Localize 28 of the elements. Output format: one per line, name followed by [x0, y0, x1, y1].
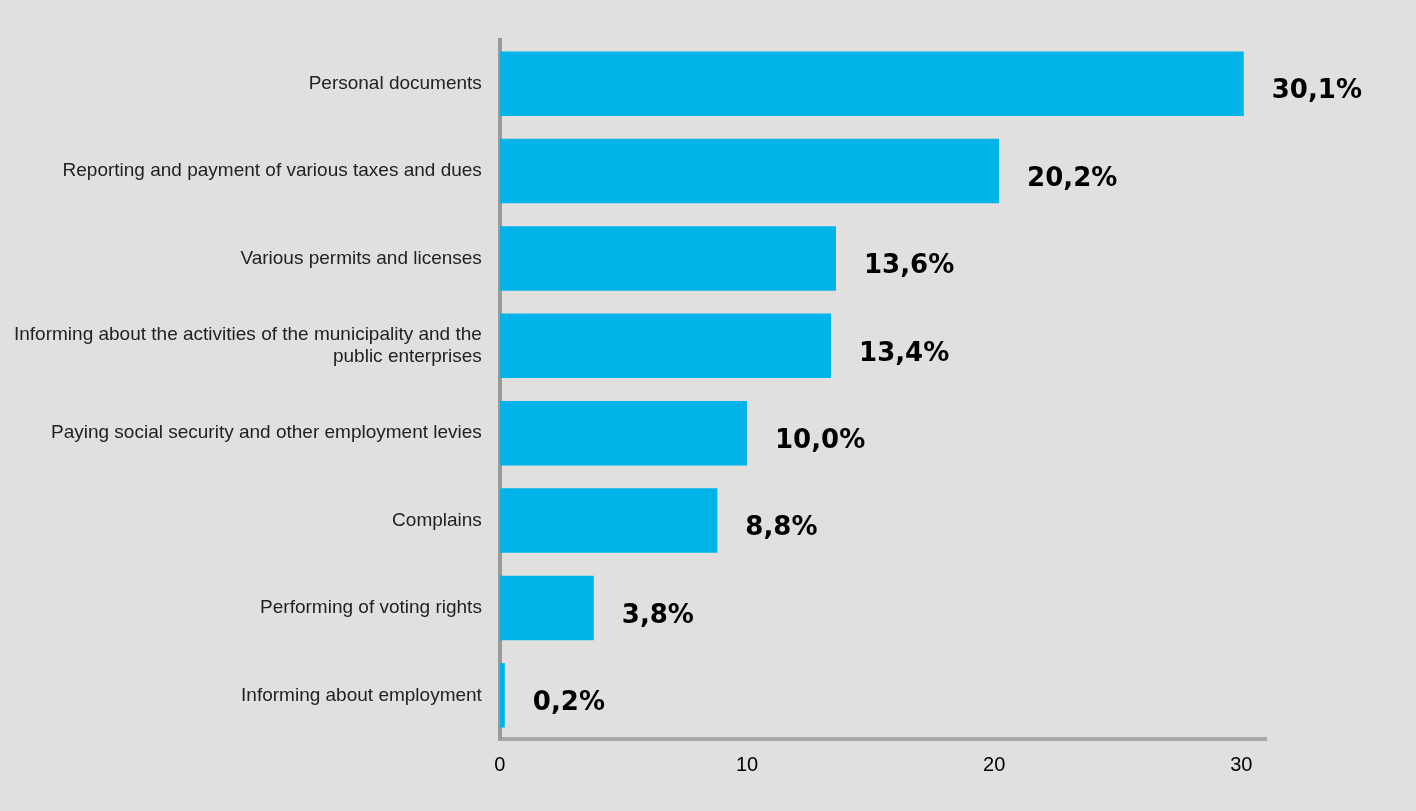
y-tick-label: Complains: [392, 508, 482, 530]
data-label: 10,0%: [775, 423, 866, 454]
bar: [499, 663, 505, 728]
x-tick-label: 30: [1230, 752, 1253, 775]
bar: [499, 488, 718, 553]
bar: [499, 138, 1000, 204]
data-label: 0,2%: [532, 686, 605, 717]
x-tick-label: 10: [735, 752, 759, 775]
bar: [499, 400, 748, 466]
x-tick-label: 0: [494, 752, 506, 775]
data-label: 30,1%: [1271, 74, 1362, 105]
data-label: 13,4%: [859, 336, 950, 367]
x-tick-label: 20: [983, 752, 1006, 775]
y-tick-label: Informing about the activities of the municipality and the public enterprises: [14, 322, 482, 367]
data-label: 3,8%: [621, 598, 694, 629]
y-tick-label: Reporting and payment of various taxes and dues: [62, 159, 482, 181]
bar: [499, 51, 1244, 116]
y-tick-label: Paying social security and other employment levies: [50, 421, 482, 443]
y-tick-label: Personal documents: [308, 71, 482, 93]
y-tick-label: Various permits and licenses: [240, 246, 482, 268]
data-label: 8,8%: [745, 511, 818, 542]
bar: [499, 313, 832, 379]
y-tick-label: Performing of voting rights: [260, 596, 482, 618]
data-label: 13,6%: [863, 249, 955, 280]
bar: [499, 226, 836, 291]
data-label: 20,2%: [1027, 161, 1118, 192]
bar: [499, 575, 594, 641]
y-tick-label: Informing about employment: [241, 683, 483, 705]
